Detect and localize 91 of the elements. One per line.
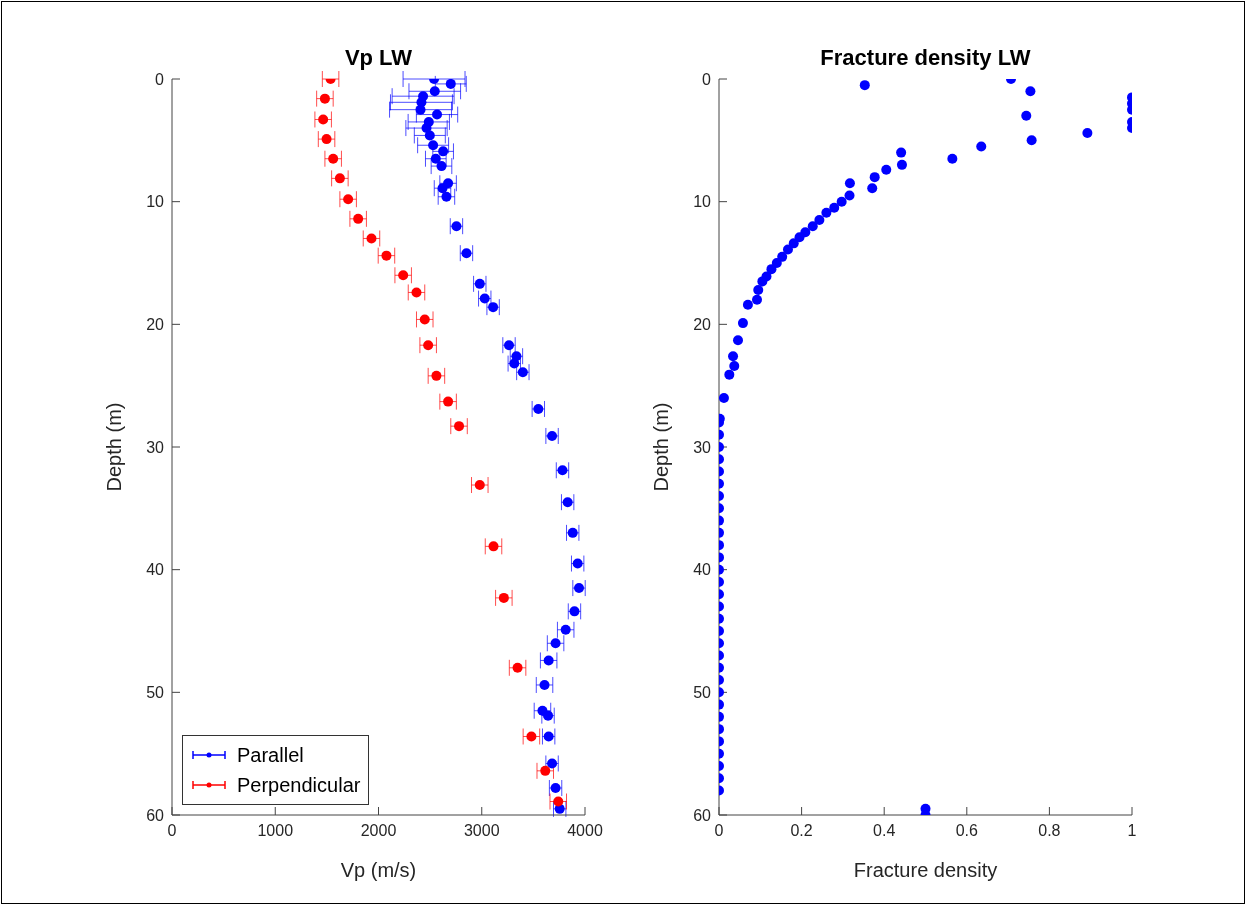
point: [504, 340, 515, 351]
x-tick-label: 1: [1127, 822, 1137, 840]
point: [474, 278, 485, 289]
point: [429, 86, 440, 97]
point: [560, 624, 571, 635]
point: [432, 109, 443, 120]
point: [547, 430, 558, 441]
point: [539, 679, 550, 690]
point: [543, 655, 554, 666]
point: [419, 314, 430, 325]
point: [540, 765, 551, 776]
point: [479, 293, 490, 304]
x-tick-label: 2000: [360, 822, 397, 840]
point: [567, 527, 578, 538]
x-axis-title: Fracture density: [853, 859, 998, 881]
y-tick-label: 30: [146, 438, 165, 456]
point: [569, 606, 580, 617]
point: [526, 731, 537, 742]
point: [553, 796, 564, 807]
point: [488, 302, 499, 313]
point: [498, 592, 509, 603]
x-tick-label: 0.4: [873, 822, 896, 840]
point: [411, 287, 422, 298]
point: [318, 114, 329, 125]
y-tick-label: 20: [146, 316, 165, 334]
point: [423, 340, 434, 351]
point: [557, 465, 568, 476]
point: [562, 497, 573, 508]
chart-title: Vp LW: [343, 45, 414, 71]
y-tick-label: 0: [155, 70, 165, 88]
y-tick-label: 0: [702, 70, 712, 88]
point: [550, 783, 561, 794]
point: [321, 134, 332, 145]
y-tick-label: 40: [146, 561, 165, 579]
point: [550, 638, 561, 649]
point: [454, 421, 465, 432]
y-tick-label: 60: [146, 806, 165, 824]
point: [441, 191, 452, 202]
point: [328, 153, 339, 164]
point: [319, 93, 330, 104]
point: [451, 221, 462, 232]
point: [415, 104, 426, 115]
point: [428, 140, 439, 151]
point: [421, 123, 432, 134]
point: [543, 731, 554, 742]
point: [424, 130, 435, 141]
y-tick-label: 20: [693, 316, 712, 334]
point: [572, 558, 583, 569]
point: [488, 541, 499, 552]
x-tick-label: 0.2: [790, 822, 813, 840]
y-axis-title: Depth (m): [103, 402, 126, 492]
point: [431, 370, 442, 381]
point: [461, 248, 472, 259]
y-tick-label: 40: [693, 561, 712, 579]
point: [381, 250, 392, 261]
y-tick-label: 10: [693, 193, 712, 211]
point: [436, 161, 447, 172]
point: [474, 480, 485, 491]
point: [574, 583, 585, 594]
y-tick-label: 60: [693, 806, 712, 824]
point: [533, 403, 544, 414]
point: [438, 146, 449, 157]
point: [398, 270, 409, 281]
point: [517, 367, 528, 378]
point: [547, 758, 558, 769]
point: [430, 153, 441, 164]
y-tick-label: 50: [693, 684, 712, 702]
x-tick-label: 0.8: [1038, 822, 1061, 840]
y-tick-label: 10: [146, 193, 165, 211]
point: [353, 213, 364, 224]
x-tick-label: 0: [167, 822, 177, 840]
point: [366, 233, 377, 244]
point: [512, 662, 523, 673]
x-tick-label: 4000: [567, 822, 603, 840]
point: [445, 79, 456, 89]
point: [343, 194, 354, 205]
legend-label: Parallel: [237, 743, 304, 768]
x-tick-label: 3000: [463, 822, 500, 840]
y-tick-label: 30: [693, 438, 712, 456]
legend-label: Perpendicular: [237, 773, 361, 798]
point: [443, 396, 454, 407]
point: [334, 173, 345, 184]
chart-title: Fracture density LW: [819, 45, 1032, 71]
x-tick-label: 1000: [257, 822, 294, 840]
point: [437, 183, 448, 194]
point: [543, 710, 554, 721]
x-tick-label: 0.6: [955, 822, 979, 840]
y-tick-label: 50: [146, 684, 165, 702]
x-axis-title: Vp (m/s): [340, 859, 417, 881]
x-tick-label: 0: [714, 822, 724, 840]
y-axis-title: Depth (m): [650, 402, 673, 492]
